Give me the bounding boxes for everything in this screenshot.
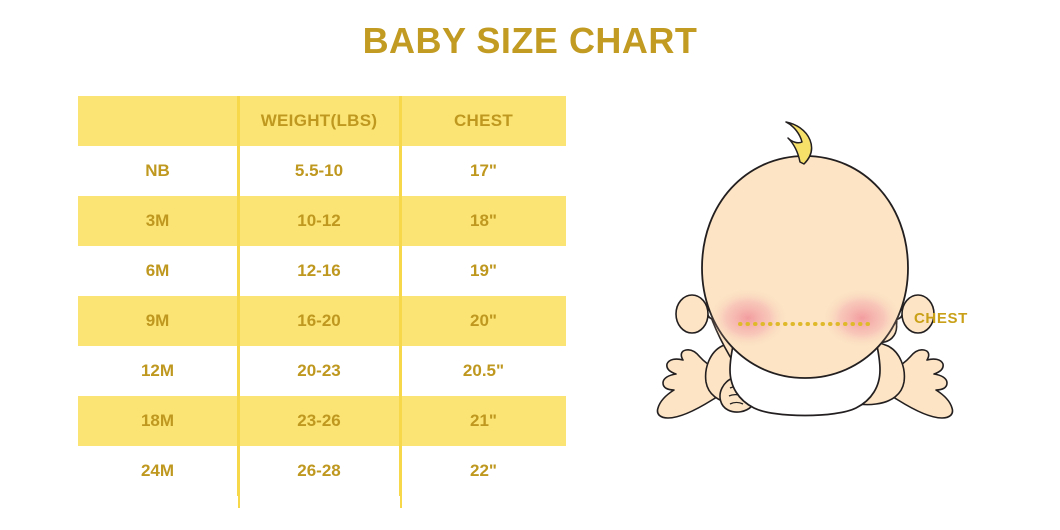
baby-illustration bbox=[630, 118, 980, 435]
cell-chest: 20.5" bbox=[400, 346, 566, 396]
cell-weight: 12-16 bbox=[238, 246, 401, 296]
table-header-row: WEIGHT(LBS) CHEST bbox=[78, 96, 566, 146]
size-table-container: WEIGHT(LBS) CHEST NB 5.5-10 17" 3M 10-12… bbox=[78, 96, 566, 496]
cell-chest: 17" bbox=[400, 146, 566, 196]
cell-weight: 10-12 bbox=[238, 196, 401, 246]
table-row: 9M 16-20 20" bbox=[78, 296, 566, 346]
column-header-chest: CHEST bbox=[400, 96, 566, 146]
table-row: 6M 12-16 19" bbox=[78, 246, 566, 296]
cell-chest: 22" bbox=[400, 446, 566, 496]
baby-ears bbox=[675, 294, 935, 334]
cell-chest: 20" bbox=[400, 296, 566, 346]
table-row: 24M 26-28 22" bbox=[78, 446, 566, 496]
cell-weight: 20-23 bbox=[238, 346, 401, 396]
baby-size-table: WEIGHT(LBS) CHEST NB 5.5-10 17" 3M 10-12… bbox=[78, 96, 566, 496]
cell-size: 18M bbox=[78, 396, 239, 446]
baby-hair-curl bbox=[785, 121, 813, 165]
cell-weight: 23-26 bbox=[238, 396, 401, 446]
column-divider-line bbox=[238, 96, 240, 508]
chest-label: CHEST bbox=[914, 310, 968, 327]
cell-chest: 21" bbox=[400, 396, 566, 446]
cell-size: 9M bbox=[78, 296, 239, 346]
cell-weight: 16-20 bbox=[238, 296, 401, 346]
table-row: 12M 20-23 20.5" bbox=[78, 346, 566, 396]
table-row: NB 5.5-10 17" bbox=[78, 146, 566, 196]
table-row: 18M 23-26 21" bbox=[78, 396, 566, 446]
page-title: BABY SIZE CHART bbox=[362, 20, 698, 61]
cell-size: NB bbox=[78, 146, 239, 196]
cell-size: 3M bbox=[78, 196, 239, 246]
cell-size: 6M bbox=[78, 246, 239, 296]
cell-weight: 26-28 bbox=[238, 446, 401, 496]
column-divider-line bbox=[400, 96, 402, 508]
cell-chest: 18" bbox=[400, 196, 566, 246]
cell-size: 12M bbox=[78, 346, 239, 396]
column-header-size bbox=[78, 96, 239, 146]
cell-weight: 5.5-10 bbox=[238, 146, 401, 196]
table-body: NB 5.5-10 17" 3M 10-12 18" 6M 12-16 19" … bbox=[78, 146, 566, 496]
cell-size: 24M bbox=[78, 446, 239, 496]
baby-blush-cheeks bbox=[708, 288, 902, 348]
table-row: 3M 10-12 18" bbox=[78, 196, 566, 246]
column-header-weight: WEIGHT(LBS) bbox=[238, 96, 401, 146]
cell-chest: 19" bbox=[400, 246, 566, 296]
